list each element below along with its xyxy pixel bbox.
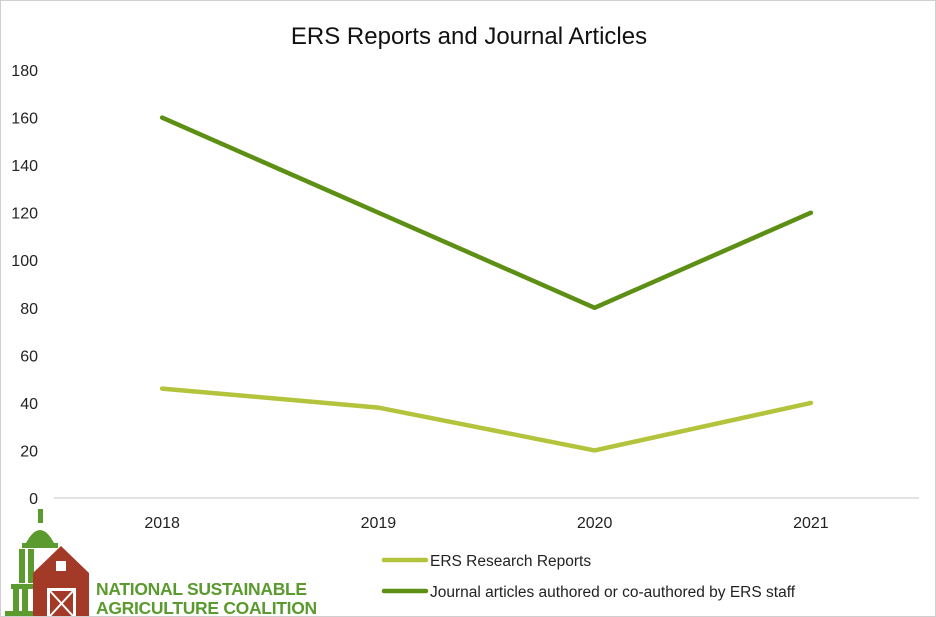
series-line-1 [159, 386, 814, 453]
logo-text-line1: NATIONAL SUSTAINABLE [96, 579, 307, 599]
legend: ERS Research Reports Journal articles aut… [381, 553, 796, 601]
y-tick-label: 20 [20, 443, 38, 460]
y-axis-ticks: 0 20 40 60 80 100 120 140 160 180 [11, 63, 38, 508]
y-tick-label: 120 [11, 206, 38, 223]
series-line-2 [159, 115, 814, 311]
x-tick-label: 2020 [577, 515, 613, 532]
y-tick-label: 80 [20, 301, 38, 318]
chart-title: ERS Reports and Journal Articles [291, 23, 647, 50]
y-tick-label: 100 [11, 253, 38, 270]
x-tick-label: 2019 [361, 515, 397, 532]
y-tick-label: 40 [20, 396, 38, 413]
barn-icon [33, 546, 89, 616]
x-axis-ticks: 2018 2019 2020 2021 [144, 515, 828, 532]
series-lines [159, 115, 814, 453]
y-tick-label: 140 [11, 158, 38, 175]
y-tick-label: 180 [11, 63, 38, 80]
legend-label: Journal articles authored or co-authored… [430, 584, 796, 601]
x-tick-label: 2021 [793, 515, 829, 532]
y-tick-label: 0 [29, 491, 38, 508]
logo-text-line2: AGRICULTURE COALITION [96, 598, 317, 616]
nsac-logo: NATIONAL SUSTAINABLE AGRICULTURE COALITI… [5, 509, 317, 616]
y-tick-label: 160 [11, 111, 38, 128]
capitol-dome-icon [5, 509, 58, 616]
y-tick-label: 60 [20, 348, 38, 365]
x-tick-label: 2018 [144, 515, 180, 532]
legend-label: ERS Research Reports [430, 553, 591, 570]
